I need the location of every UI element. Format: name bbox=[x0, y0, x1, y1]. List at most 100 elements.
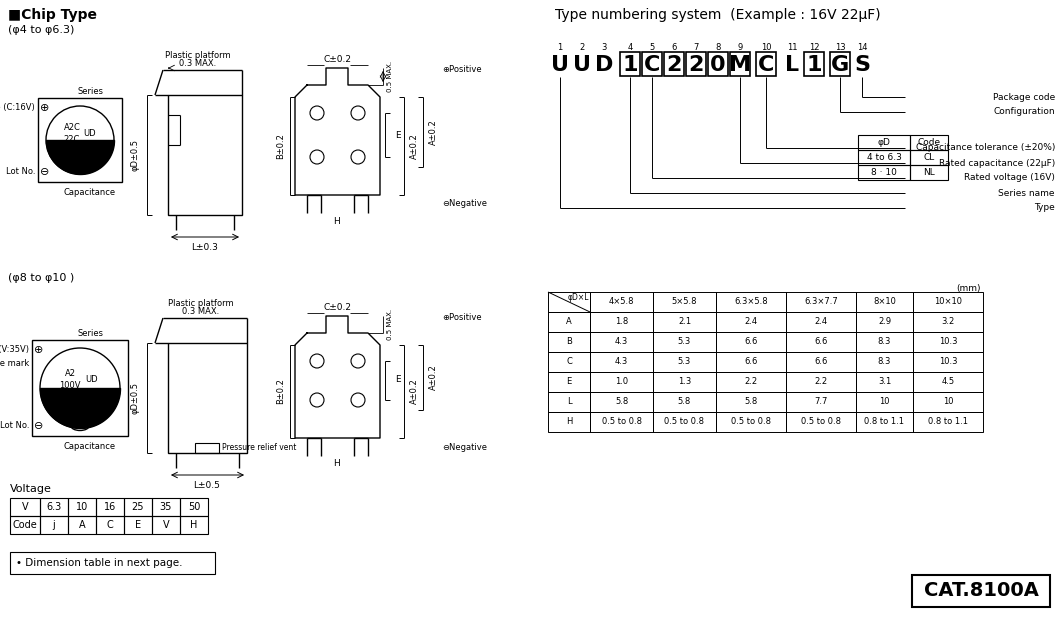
Text: 5.3: 5.3 bbox=[678, 358, 691, 366]
Bar bbox=[653, 332, 716, 352]
Text: H: H bbox=[566, 417, 572, 426]
Text: B±0.2: B±0.2 bbox=[276, 378, 286, 404]
Text: 0.3 MAX.: 0.3 MAX. bbox=[179, 59, 217, 69]
Text: 14: 14 bbox=[857, 43, 868, 53]
Text: A: A bbox=[79, 520, 85, 530]
Bar bbox=[10, 552, 215, 574]
Text: 6.6: 6.6 bbox=[815, 337, 827, 347]
Text: A±0.2: A±0.2 bbox=[428, 364, 438, 390]
Text: Package code: Package code bbox=[993, 92, 1055, 102]
Text: 8 · 10: 8 · 10 bbox=[871, 168, 897, 177]
Bar bbox=[590, 332, 653, 352]
Text: 16: 16 bbox=[104, 502, 116, 512]
Text: Code: Code bbox=[13, 520, 37, 530]
Text: C: C bbox=[758, 55, 774, 75]
Text: B±0.2: B±0.2 bbox=[276, 133, 286, 159]
Bar bbox=[590, 312, 653, 332]
Text: 10: 10 bbox=[760, 43, 771, 53]
Bar bbox=[786, 352, 856, 372]
Text: 0.5 to 0.8: 0.5 to 0.8 bbox=[665, 417, 704, 426]
Text: • Dimension table in next page.: • Dimension table in next page. bbox=[16, 558, 183, 568]
Bar bbox=[913, 312, 983, 332]
Text: 0.5 to 0.8: 0.5 to 0.8 bbox=[801, 417, 841, 426]
Bar bbox=[786, 332, 856, 352]
Text: 9: 9 bbox=[737, 43, 742, 53]
Bar bbox=[10, 516, 40, 534]
Text: Capacitance: Capacitance bbox=[64, 442, 116, 451]
Bar bbox=[910, 150, 948, 165]
Text: 7.7: 7.7 bbox=[815, 397, 827, 407]
Text: 2.2: 2.2 bbox=[744, 378, 757, 386]
Text: 5.3: 5.3 bbox=[678, 337, 691, 347]
Text: Code: Code bbox=[918, 138, 941, 147]
Bar bbox=[38, 98, 122, 182]
Text: U: U bbox=[573, 55, 590, 75]
Text: φD±0.5: φD±0.5 bbox=[131, 382, 139, 414]
Bar bbox=[10, 498, 40, 516]
Text: L: L bbox=[567, 397, 571, 407]
Text: E: E bbox=[135, 520, 141, 530]
Bar bbox=[786, 412, 856, 432]
Text: Lot No.: Lot No. bbox=[0, 422, 29, 430]
Text: φD: φD bbox=[877, 138, 890, 147]
Text: Pressure relief vent: Pressure relief vent bbox=[222, 443, 296, 452]
Bar bbox=[590, 352, 653, 372]
Bar bbox=[548, 352, 590, 372]
Bar bbox=[716, 312, 786, 332]
Bar bbox=[548, 372, 590, 392]
Bar bbox=[913, 332, 983, 352]
Text: V: V bbox=[162, 520, 169, 530]
Text: 5×5.8: 5×5.8 bbox=[672, 298, 698, 306]
Bar bbox=[913, 292, 983, 312]
Bar bbox=[653, 312, 716, 332]
Text: 0.5 MAX.: 0.5 MAX. bbox=[387, 61, 393, 92]
Text: 13: 13 bbox=[835, 43, 845, 53]
Text: 5: 5 bbox=[649, 43, 654, 53]
Text: E: E bbox=[395, 376, 400, 384]
Bar bbox=[590, 372, 653, 392]
Text: E: E bbox=[566, 378, 571, 386]
Text: Voltage: Voltage bbox=[10, 484, 52, 494]
Bar bbox=[910, 165, 948, 180]
Text: 25: 25 bbox=[132, 502, 144, 512]
Bar bbox=[856, 372, 913, 392]
Bar bbox=[913, 392, 983, 412]
Bar bbox=[548, 412, 590, 432]
Text: Series: Series bbox=[78, 87, 103, 97]
Bar bbox=[716, 372, 786, 392]
Text: Configuration: Configuration bbox=[993, 108, 1055, 116]
Text: 4.5: 4.5 bbox=[941, 378, 955, 386]
Bar bbox=[653, 372, 716, 392]
Text: U: U bbox=[551, 55, 569, 75]
Bar bbox=[653, 352, 716, 372]
Bar bbox=[856, 312, 913, 332]
Text: ⊕: ⊕ bbox=[34, 345, 44, 355]
Bar bbox=[730, 52, 750, 76]
Bar bbox=[96, 498, 124, 516]
Text: 1.3: 1.3 bbox=[678, 378, 691, 386]
Text: C±0.2: C±0.2 bbox=[323, 56, 352, 64]
Text: 6.3×7.7: 6.3×7.7 bbox=[804, 298, 838, 306]
Text: A±0.2: A±0.2 bbox=[428, 119, 438, 145]
Text: Voltage (C:16V): Voltage (C:16V) bbox=[0, 103, 35, 113]
Text: 2.1: 2.1 bbox=[678, 318, 691, 326]
Text: M: M bbox=[729, 55, 751, 75]
Text: Capacitance: Capacitance bbox=[64, 188, 116, 197]
Text: 8.3: 8.3 bbox=[878, 358, 891, 366]
Text: 5.8: 5.8 bbox=[615, 397, 628, 407]
Bar bbox=[68, 498, 96, 516]
Text: S: S bbox=[854, 55, 870, 75]
Bar bbox=[653, 412, 716, 432]
Text: 4×5.8: 4×5.8 bbox=[609, 298, 634, 306]
Text: ⊖Negative: ⊖Negative bbox=[442, 443, 487, 451]
Text: 2.9: 2.9 bbox=[878, 318, 891, 326]
Bar bbox=[830, 52, 850, 76]
Bar bbox=[152, 498, 179, 516]
Text: 2.4: 2.4 bbox=[815, 318, 827, 326]
Text: Series name: Series name bbox=[998, 189, 1055, 197]
Text: 11: 11 bbox=[787, 43, 798, 53]
Text: 10.3: 10.3 bbox=[939, 358, 957, 366]
Text: E: E bbox=[395, 131, 400, 139]
Bar bbox=[548, 392, 590, 412]
Bar bbox=[40, 516, 68, 534]
